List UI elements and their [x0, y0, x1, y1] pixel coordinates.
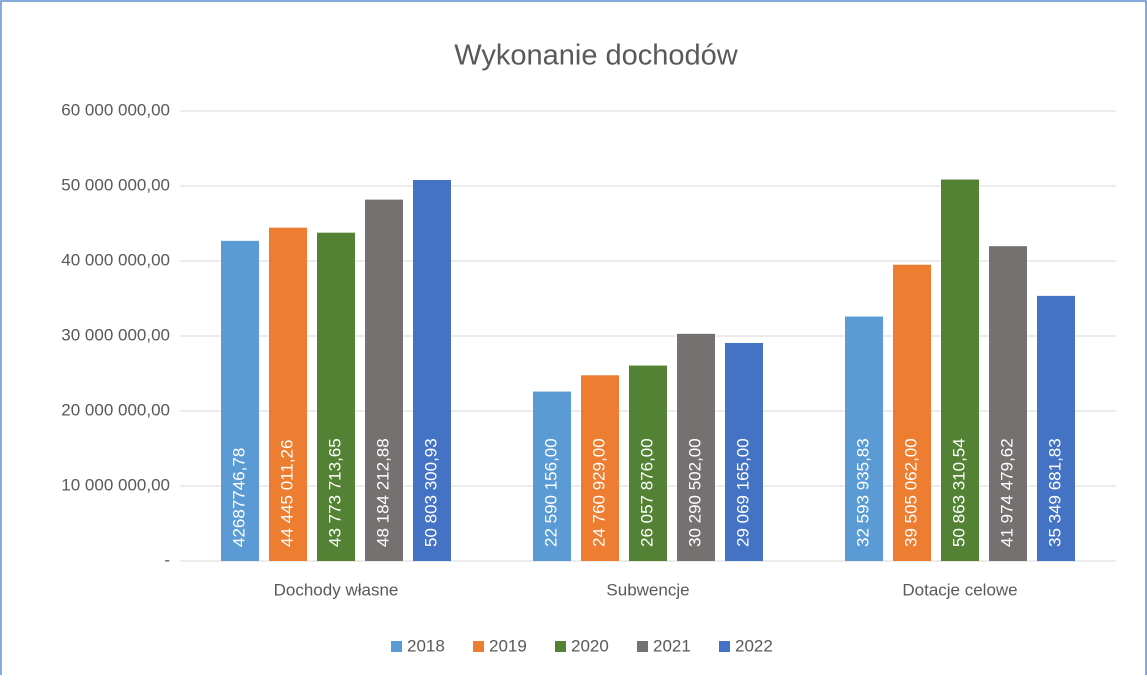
bar [269, 227, 307, 561]
y-tick-label: 40 000 000,00 [61, 250, 170, 269]
bar [629, 365, 667, 561]
legend-swatch [719, 641, 730, 652]
value-label: 29 069 165,00 [733, 438, 752, 547]
value-label: 43 773 713,65 [325, 438, 344, 547]
bar [725, 342, 763, 561]
bar [581, 375, 619, 561]
legend-label: 2019 [489, 636, 527, 655]
bar [533, 391, 571, 561]
value-label: 22 590 156,00 [541, 438, 560, 547]
legend-label: 2020 [571, 636, 609, 655]
bar [845, 316, 883, 561]
chart-title: Wykonanie dochodów [454, 40, 739, 72]
legend-label: 2018 [407, 636, 445, 655]
bar [221, 240, 259, 561]
bar [941, 179, 979, 561]
bar [413, 179, 451, 561]
value-label: 42687746,78 [229, 448, 248, 547]
legend-swatch [391, 641, 402, 652]
value-label: 39 505 062,00 [901, 438, 920, 547]
legend-swatch [473, 641, 484, 652]
bar [677, 333, 715, 561]
y-tick-label: 50 000 000,00 [61, 175, 170, 194]
bar [893, 264, 931, 561]
value-label: 30 290 502,00 [685, 438, 704, 547]
x-tick-label: Dochody własne [274, 580, 399, 599]
value-label: 41 974 479,62 [997, 438, 1016, 547]
bar [317, 232, 355, 561]
value-label: 26 057 876,00 [637, 438, 656, 547]
legend-swatch [637, 641, 648, 652]
legend-swatch [555, 641, 566, 652]
value-label: 35 349 681,83 [1045, 438, 1064, 547]
x-tick-label: Subwencje [606, 580, 689, 599]
bar [365, 199, 403, 561]
y-tick-label: 20 000 000,00 [61, 400, 170, 419]
y-tick-label: 60 000 000,00 [61, 100, 170, 119]
value-label: 48 184 212,88 [373, 438, 392, 547]
value-label: 24 760 929,00 [589, 438, 608, 547]
value-label: 50 803 300,93 [421, 438, 440, 547]
bar [1037, 295, 1075, 561]
legend-label: 2021 [653, 636, 691, 655]
value-label: 50 863 310,54 [949, 438, 968, 547]
y-tick-label: - [164, 550, 170, 569]
legend-label: 2022 [735, 636, 773, 655]
x-tick-label: Dotacje celowe [902, 580, 1017, 599]
y-tick-label: 10 000 000,00 [61, 475, 170, 494]
value-label: 44 445 011,26 [277, 440, 296, 547]
y-tick-label: 30 000 000,00 [61, 325, 170, 344]
value-label: 32 593 935,83 [853, 438, 872, 547]
bar [989, 246, 1027, 561]
